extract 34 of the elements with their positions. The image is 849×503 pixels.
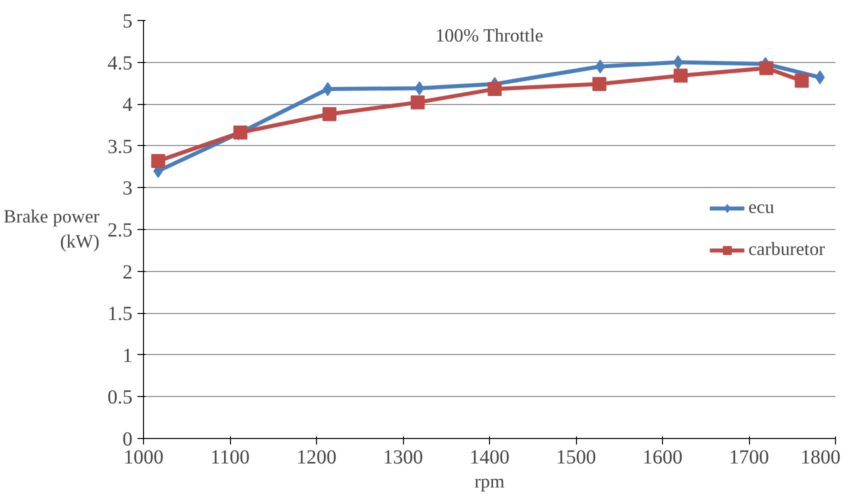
x-tick-label: 1800: [800, 446, 840, 468]
y-tick-label: 1.5: [108, 303, 132, 326]
y-tick-label: 4: [122, 94, 132, 116]
y-tick-label: 3.5: [108, 136, 132, 158]
point: [592, 77, 606, 92]
point: [759, 61, 774, 76]
y-tick-label: 0.5: [108, 386, 132, 409]
x-tick-label: 1200: [296, 446, 336, 468]
point: [674, 68, 688, 83]
y-tick-label: 5: [122, 10, 132, 32]
legend-label: ecu: [748, 197, 774, 219]
x-tick-label: 1600: [642, 446, 682, 468]
point: [410, 95, 425, 110]
x-axis-title: rpm: [474, 472, 506, 492]
chart-title: 100% Throttle: [435, 26, 544, 46]
y-tick-label: 2: [122, 261, 132, 284]
y-tick-label: 3: [122, 178, 132, 200]
point: [595, 59, 606, 74]
point: [233, 126, 248, 140]
point: [322, 82, 333, 96]
point: [488, 82, 502, 96]
point: [794, 74, 809, 88]
point: [151, 154, 166, 168]
x-tick-label: 1700: [729, 446, 769, 468]
y-axis-title: Brake power (kW): [4, 206, 100, 253]
x-tick-label: 1100: [210, 446, 250, 468]
y-tick-label: 2.5: [108, 220, 132, 242]
y-tick-label: 4.5: [108, 52, 132, 74]
y-tick-label: 1: [122, 344, 132, 367]
legend-label: carburetor: [748, 239, 825, 261]
point: [322, 107, 336, 122]
x-tick-label: 1500: [556, 446, 596, 468]
x-tick-label: 1300: [383, 446, 423, 468]
x-tick-label: 1400: [470, 446, 510, 468]
